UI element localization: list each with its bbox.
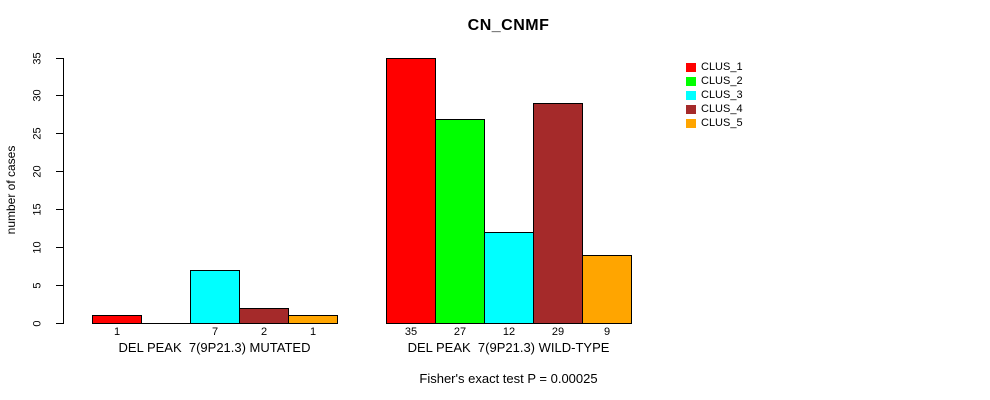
- y-tick-label: 25: [31, 127, 44, 140]
- legend-swatch-icon: [686, 105, 696, 114]
- y-tick-label: 0: [31, 319, 44, 327]
- y-tick: [56, 322, 63, 324]
- bar-value-label: 27: [453, 326, 467, 338]
- legend-label: CLUS_5: [701, 117, 743, 129]
- fisher-annotation: Fisher's exact test P = 0.00025: [419, 371, 598, 386]
- y-tick-label: 10: [31, 241, 44, 254]
- y-tick-label: 30: [31, 89, 44, 102]
- legend-label: CLUS_1: [701, 61, 743, 73]
- bar-value-label: 7: [211, 326, 219, 338]
- y-tick-label: 5: [31, 282, 44, 289]
- y-tick-label: 20: [31, 165, 44, 178]
- bar-group2-clus_2: [435, 119, 485, 324]
- y-tick: [56, 133, 63, 135]
- y-tick: [56, 208, 63, 210]
- bar-group1-clus_2-zero: [141, 323, 191, 324]
- bar-group1-clus_3: [190, 270, 240, 324]
- bar-value-label: 1: [113, 326, 121, 338]
- legend-label: CLUS_2: [701, 75, 743, 87]
- bar-group1-clus_4: [239, 308, 289, 324]
- bar-value-label: 35: [404, 326, 418, 338]
- y-tick: [56, 246, 63, 248]
- bar-value-label: 12: [502, 326, 516, 338]
- y-tick: [56, 57, 63, 59]
- legend: CLUS_1 CLUS_2 CLUS_3 CLUS_4 CLUS_5: [686, 61, 743, 131]
- legend-swatch-icon: [686, 119, 696, 128]
- legend-swatch-icon: [686, 63, 696, 72]
- y-tick: [56, 171, 63, 173]
- legend-item-clus_5: CLUS_5: [686, 117, 743, 130]
- chart-title: CN_CNMF: [467, 17, 550, 34]
- y-tick: [56, 284, 63, 286]
- bar-value-label: 9: [603, 326, 611, 338]
- bar-value-label: 1: [309, 326, 317, 338]
- bar-value-label: 29: [551, 326, 565, 338]
- legend-item-clus_3: CLUS_3: [686, 89, 743, 102]
- y-tick-label: 15: [31, 203, 44, 216]
- bar-group1-clus_1: [92, 315, 142, 324]
- y-axis-title: number of cases: [4, 145, 18, 235]
- bar-group2-clus_5: [582, 255, 632, 324]
- y-axis-line: [63, 58, 64, 324]
- legend-item-clus_4: CLUS_4: [686, 103, 743, 116]
- bar-group2-clus_1: [386, 58, 436, 324]
- bar-group1-clus_5: [288, 315, 338, 324]
- bar-value-label: 2: [260, 326, 268, 338]
- x-group-label-1: DEL PEAK 7(9P21.3) MUTATED: [118, 340, 311, 355]
- bar-group2-clus_4: [533, 103, 583, 324]
- legend-label: CLUS_4: [701, 103, 743, 115]
- legend-swatch-icon: [686, 77, 696, 86]
- legend-label: CLUS_3: [701, 89, 743, 101]
- bar-group2-clus_3: [484, 232, 534, 324]
- legend-item-clus_1: CLUS_1: [686, 61, 743, 74]
- y-tick: [56, 95, 63, 97]
- legend-swatch-icon: [686, 91, 696, 100]
- legend-item-clus_2: CLUS_2: [686, 75, 743, 88]
- y-tick-label: 35: [31, 51, 44, 65]
- x-group-label-2: DEL PEAK 7(9P21.3) WILD-TYPE: [407, 340, 610, 355]
